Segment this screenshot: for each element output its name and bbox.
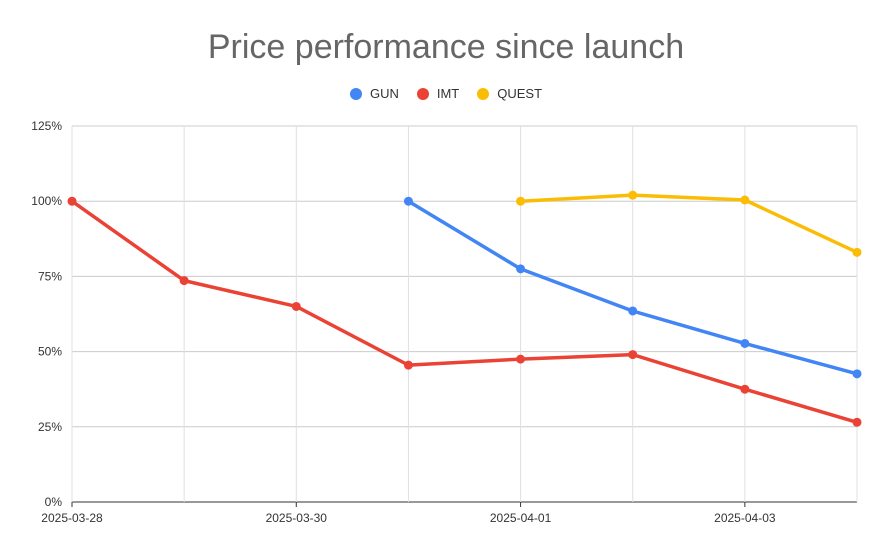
x-tick-label: 2025-03-28 [41, 511, 103, 525]
series-line-imt [70, 199, 859, 425]
x-tick-label: 2025-04-03 [714, 511, 776, 525]
data-point-imt [740, 384, 750, 394]
data-point-quest [628, 190, 638, 200]
series-line-quest [518, 193, 859, 255]
legend-dot-quest [477, 87, 490, 100]
legend-dot-imt [416, 87, 429, 100]
data-point-gun [628, 306, 638, 316]
data-point-gun [403, 196, 413, 206]
y-tick-label: 75% [38, 269, 62, 283]
y-tick-label: 100% [31, 194, 62, 208]
legend-item-quest[interactable]: QUEST [477, 86, 542, 101]
y-tick-label: 0% [45, 495, 63, 509]
data-point-imt [628, 350, 638, 360]
data-point-quest [852, 247, 862, 257]
legend-item-gun[interactable]: GUN [349, 86, 399, 101]
data-point-imt [291, 301, 301, 311]
legend-label-imt: IMT [436, 86, 460, 101]
data-point-imt [67, 196, 77, 206]
y-tick-label: 25% [38, 420, 62, 434]
legend-dot-gun [349, 87, 362, 100]
y-tick-label: 50% [38, 345, 62, 359]
data-point-imt [403, 360, 413, 370]
x-tick-label: 2025-03-30 [266, 511, 328, 525]
legend: GUN IMT QUEST [0, 86, 892, 101]
data-point-quest [740, 195, 750, 205]
data-point-quest [516, 196, 526, 206]
legend-label-gun: GUN [369, 86, 399, 101]
x-tick-label: 2025-04-01 [490, 511, 552, 525]
y-tick-label: 125% [31, 119, 62, 133]
legend-item-imt[interactable]: IMT [416, 86, 460, 101]
data-point-gun [852, 369, 862, 379]
data-point-imt [179, 276, 189, 286]
legend-label-quest: QUEST [497, 86, 543, 101]
data-point-imt [852, 417, 862, 427]
chart-title: Price performance since launch [207, 28, 685, 66]
data-point-gun [740, 338, 750, 348]
data-point-gun [516, 264, 526, 274]
data-point-imt [516, 354, 526, 364]
